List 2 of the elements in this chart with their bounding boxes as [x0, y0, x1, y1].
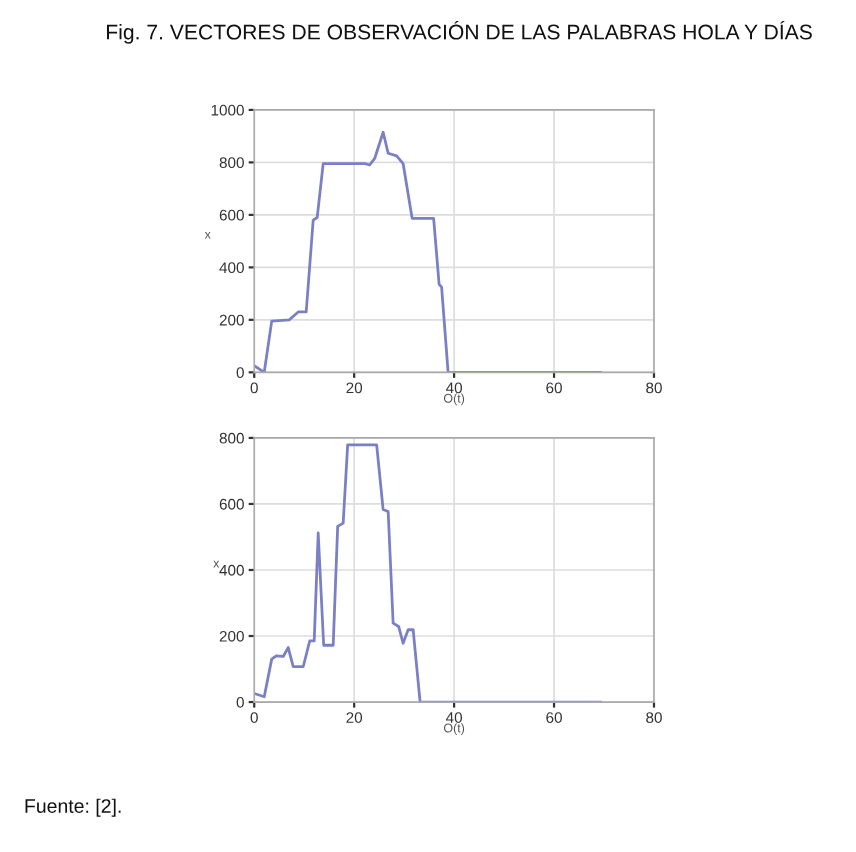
source-note: Fuente: [2].: [25, 798, 121, 817]
chart-title: Fig. 7. VECTORES DE OBSERVACIÓN DE LAS PALABRAS HOLA Y DÍAS: [107, 21, 812, 44]
